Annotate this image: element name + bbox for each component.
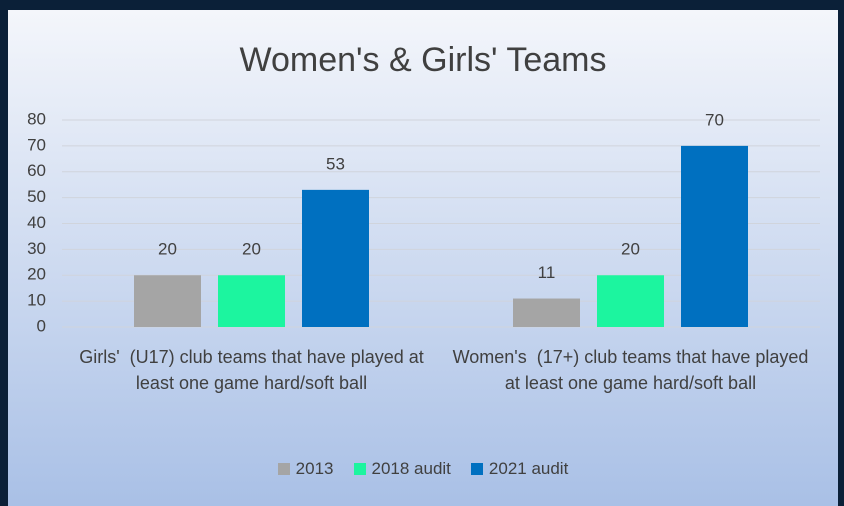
bar [597, 275, 664, 327]
y-tick-label: 60 [27, 161, 46, 180]
legend-label: 2013 [295, 459, 334, 478]
x-tick-label: Girls' (U17) club teams that have played… [79, 347, 429, 393]
y-tick-label: 50 [27, 187, 46, 206]
y-tick-label: 30 [27, 239, 46, 258]
legend-label: 2018 audit [371, 459, 451, 478]
legend-swatch [277, 463, 290, 475]
y-tick-label: 10 [27, 291, 46, 310]
chart-frame: Women's & Girls' Teams 0 10 20 30 40 50 60 70 80… [8, 10, 838, 506]
y-tick-label: 0 [37, 316, 46, 335]
legend-item: 2013 [277, 459, 334, 479]
legend-swatch [353, 463, 366, 475]
data-label: 70 [705, 110, 724, 129]
legend-label: 2021 audit [488, 459, 569, 478]
legend-item: 2018 audit [353, 459, 451, 479]
bar [302, 189, 369, 327]
y-tick-label: 70 [27, 135, 46, 154]
bar [513, 298, 580, 327]
y-tick-label: 40 [27, 213, 46, 232]
y-tick-label: 80 [27, 109, 46, 128]
y-tick-label: 20 [27, 265, 46, 284]
data-label: 53 [326, 154, 345, 173]
legend-swatch [470, 463, 483, 475]
bar [681, 145, 748, 327]
legend-item: 2021 audit [470, 459, 569, 479]
data-label: 11 [538, 263, 556, 282]
x-tick-label: Women's (17+) club teams that have playe… [452, 347, 814, 393]
data-label: 20 [242, 240, 261, 259]
chart-title: Women's & Girls' Teams [240, 41, 607, 79]
data-label: 20 [158, 240, 177, 259]
bar [134, 275, 201, 327]
data-label: 20 [621, 240, 640, 259]
bar [218, 275, 285, 327]
legend: 2013 2018 audit 2021 audit [8, 459, 838, 479]
chart: Women's & Girls' Teams 0 10 20 30 40 50 60 70 80… [27, 41, 820, 335]
